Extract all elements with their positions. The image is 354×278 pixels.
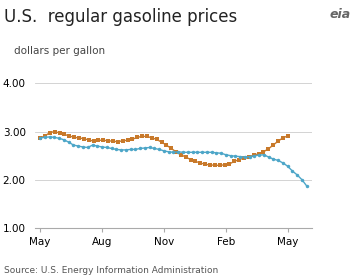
2019-20 (47, 135, 52, 138)
2018-19 (62, 133, 67, 136)
2018-19 (159, 140, 164, 144)
2019-20 (157, 148, 161, 151)
Line: 2019-20: 2019-20 (39, 135, 308, 188)
2018-19 (286, 134, 290, 138)
2019-20 (224, 153, 228, 157)
Text: eia: eia (329, 8, 350, 21)
Text: dollars per gallon: dollars per gallon (14, 46, 105, 56)
2018-19 (203, 163, 207, 166)
2018-19 (130, 138, 135, 141)
Text: Source: U.S. Energy Information Administration: Source: U.S. Energy Information Administ… (4, 266, 218, 275)
2018-19 (213, 164, 217, 167)
2018-19 (53, 130, 57, 133)
Line: 2018-19: 2018-19 (39, 130, 290, 167)
2018-19 (193, 160, 198, 163)
2018-19 (38, 136, 42, 140)
2019-20 (57, 137, 61, 140)
2019-20 (38, 136, 42, 140)
Legend: 2018-19, 2019-20: 2018-19, 2019-20 (103, 274, 271, 278)
2019-20 (52, 136, 57, 139)
Text: U.S.  regular gasoline prices: U.S. regular gasoline prices (4, 8, 237, 26)
2019-20 (228, 154, 233, 157)
2018-19 (174, 150, 178, 153)
2019-20 (305, 184, 309, 188)
2019-20 (114, 148, 119, 151)
